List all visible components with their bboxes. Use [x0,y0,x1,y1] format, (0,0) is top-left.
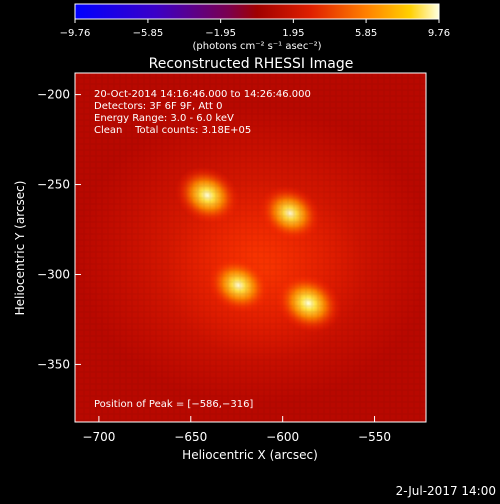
plot-area [75,73,426,422]
y-tick-label: −250 [37,178,70,192]
y-tick-label: −200 [37,88,70,102]
colorbar-unit-label: (photons cm⁻² s⁻¹ asec⁻²) [192,41,321,52]
y-tick-label: −350 [37,357,70,371]
x-tick-label: −700 [82,430,115,444]
annotation-detectors: Detectors: 3F 6F 9F, Att 0 [94,101,222,112]
x-axis-ticks: −700 −650 −600 −550 [82,416,391,444]
colorbar-tick-label: 5.85 [355,28,377,39]
x-tick-label: −600 [266,430,299,444]
annotation-energy: Energy Range: 3.0 - 6.0 keV [94,113,234,124]
annotation-block: 20-Oct-2014 14:16:46.000 to 14:26:46.000… [94,89,311,136]
colorbar-tick-label: −1.95 [205,28,236,39]
x-axis-label: Heliocentric X (arcsec) [182,448,318,462]
y-axis-ticks: −200 −250 −300 −350 [37,88,81,371]
colorbar-tick-label: −9.76 [60,28,91,39]
colorbar-ticks: −9.76 −5.85 −1.95 1.95 5.85 9.76 [60,19,450,39]
annotation-time: 20-Oct-2014 14:16:46.000 to 14:26:46.000 [94,89,311,100]
colorbar-tick-label: 1.95 [282,28,304,39]
y-axis-label: Heliocentric Y (arcsec) [13,181,27,316]
colorbar-tick-label: −5.85 [133,28,164,39]
colorbar-frame [74,3,440,20]
annotation-clean: Clean Total counts: 3.18E+05 [94,125,251,136]
footer-date: 2-Jul-2017 14:00 [395,484,496,498]
x-tick-label: −550 [358,430,391,444]
x-tick-label: −650 [174,430,207,444]
peak-position-label: Position of Peak = [−586,−316] [94,399,253,410]
colorbar-tick-label: 9.76 [428,28,450,39]
colorbar [75,4,439,19]
chart-title: Reconstructed RHESSI Image [149,56,354,72]
pixel-grid-texture [75,73,426,422]
plot-frame [74,72,427,423]
y-tick-label: −300 [37,267,70,281]
